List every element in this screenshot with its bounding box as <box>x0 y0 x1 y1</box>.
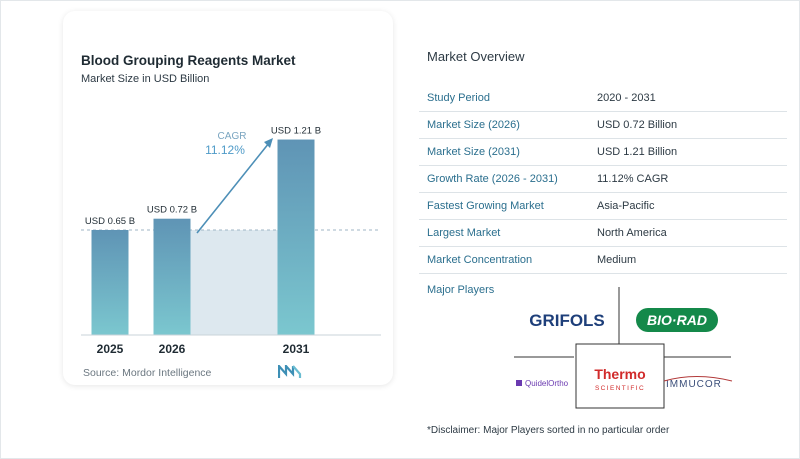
bar-chart: USD 0.65 B 2025 USD 0.72 B 2026 USD 1.21 B 20… <box>81 126 381 356</box>
overview-row-value: 2020 - 2031 <box>597 92 656 104</box>
quidelortho-logo: QuidelOrtho <box>525 379 569 388</box>
overview-row-value: USD 1.21 Billion <box>597 146 678 158</box>
thermo-logo: Thermo <box>594 366 645 382</box>
overview-row: Market Concentration Medium <box>419 247 787 274</box>
overview-row-label: Market Concentration <box>427 254 533 266</box>
x-tick-label: 2031 <box>283 342 310 356</box>
overview-row: Fastest Growing Market Asia-Pacific <box>419 193 787 220</box>
overview-row-value: USD 0.72 Billion <box>597 119 678 131</box>
bar-2026 <box>153 218 191 335</box>
immucor-swoosh-icon <box>663 376 733 382</box>
overview-row: Study Period 2020 - 2031 <box>419 85 787 112</box>
overview-row: Growth Rate (2026 - 2031) 11.12% CAGR <box>419 166 787 193</box>
overview-row-label: Market Size (2031) <box>427 146 520 158</box>
chart-title: Blood Grouping Reagents Market <box>81 53 296 68</box>
overview-row-value: Asia-Pacific <box>597 200 655 212</box>
overview-row: Market Size (2031) USD 1.21 Billion <box>419 139 787 166</box>
bio-rad-logo-background <box>636 308 718 332</box>
overview-title: Market Overview <box>427 49 525 64</box>
overview-row-label: Largest Market <box>427 227 501 239</box>
cagr-arrow-head-icon <box>264 138 273 148</box>
bar-value-label: USD 0.72 B <box>147 205 197 216</box>
bio-rad-logo: BIO·RAD <box>647 312 707 328</box>
bar-value-label: USD 1.21 B <box>271 126 321 137</box>
cagr-value: 11.12% <box>205 143 245 157</box>
immucor-logo: IMMUCOR <box>666 379 722 390</box>
overview-row-label: Study Period <box>427 92 490 104</box>
grifols-logo: GRIFOLS <box>529 311 605 330</box>
cagr-label: CAGR <box>218 131 247 142</box>
overview-row-label: Fastest Growing Market <box>427 200 544 212</box>
source-note: Source: Mordor Intelligence <box>83 367 212 379</box>
overview-row: Market Size (2026) USD 0.72 Billion <box>419 112 787 139</box>
overview-row-label: Market Size (2026) <box>427 119 520 131</box>
mordor-intelligence-logo-icon <box>278 365 302 378</box>
x-tick-label: 2025 <box>97 342 124 356</box>
overview-row: Largest Market North America <box>419 220 787 247</box>
quidelortho-logo-icon <box>516 380 522 386</box>
disclaimer: *Disclaimer: Major Players sorted in no … <box>427 425 670 436</box>
growth-band <box>190 230 278 335</box>
bar-2025 <box>91 230 129 335</box>
major-players-title: Major Players <box>427 284 495 296</box>
overview-row-value: North America <box>597 227 667 239</box>
chart-subtitle: Market Size in USD Billion <box>81 73 210 85</box>
major-players-logos: GRIFOLS BIO·RAD Thermo SCIENTIFIC Quidel… <box>514 287 733 409</box>
cagr-arrow <box>196 142 270 234</box>
chart-card: Blood Grouping Reagents Market Market Si… <box>63 11 393 385</box>
overview-row-value: Medium <box>597 254 637 266</box>
thermo-scientific-logo: SCIENTIFIC <box>595 385 645 392</box>
overview-row-label: Growth Rate (2026 - 2031) <box>427 173 558 185</box>
bar-2031 <box>277 139 315 335</box>
bar-value-label: USD 0.65 B <box>85 216 135 227</box>
overview-table: Study Period 2020 - 2031 Market Size (2026… <box>419 85 787 274</box>
overview-row-value: 11.12% CAGR <box>597 173 669 185</box>
x-tick-label: 2026 <box>159 342 186 356</box>
logo-frame <box>575 343 665 409</box>
